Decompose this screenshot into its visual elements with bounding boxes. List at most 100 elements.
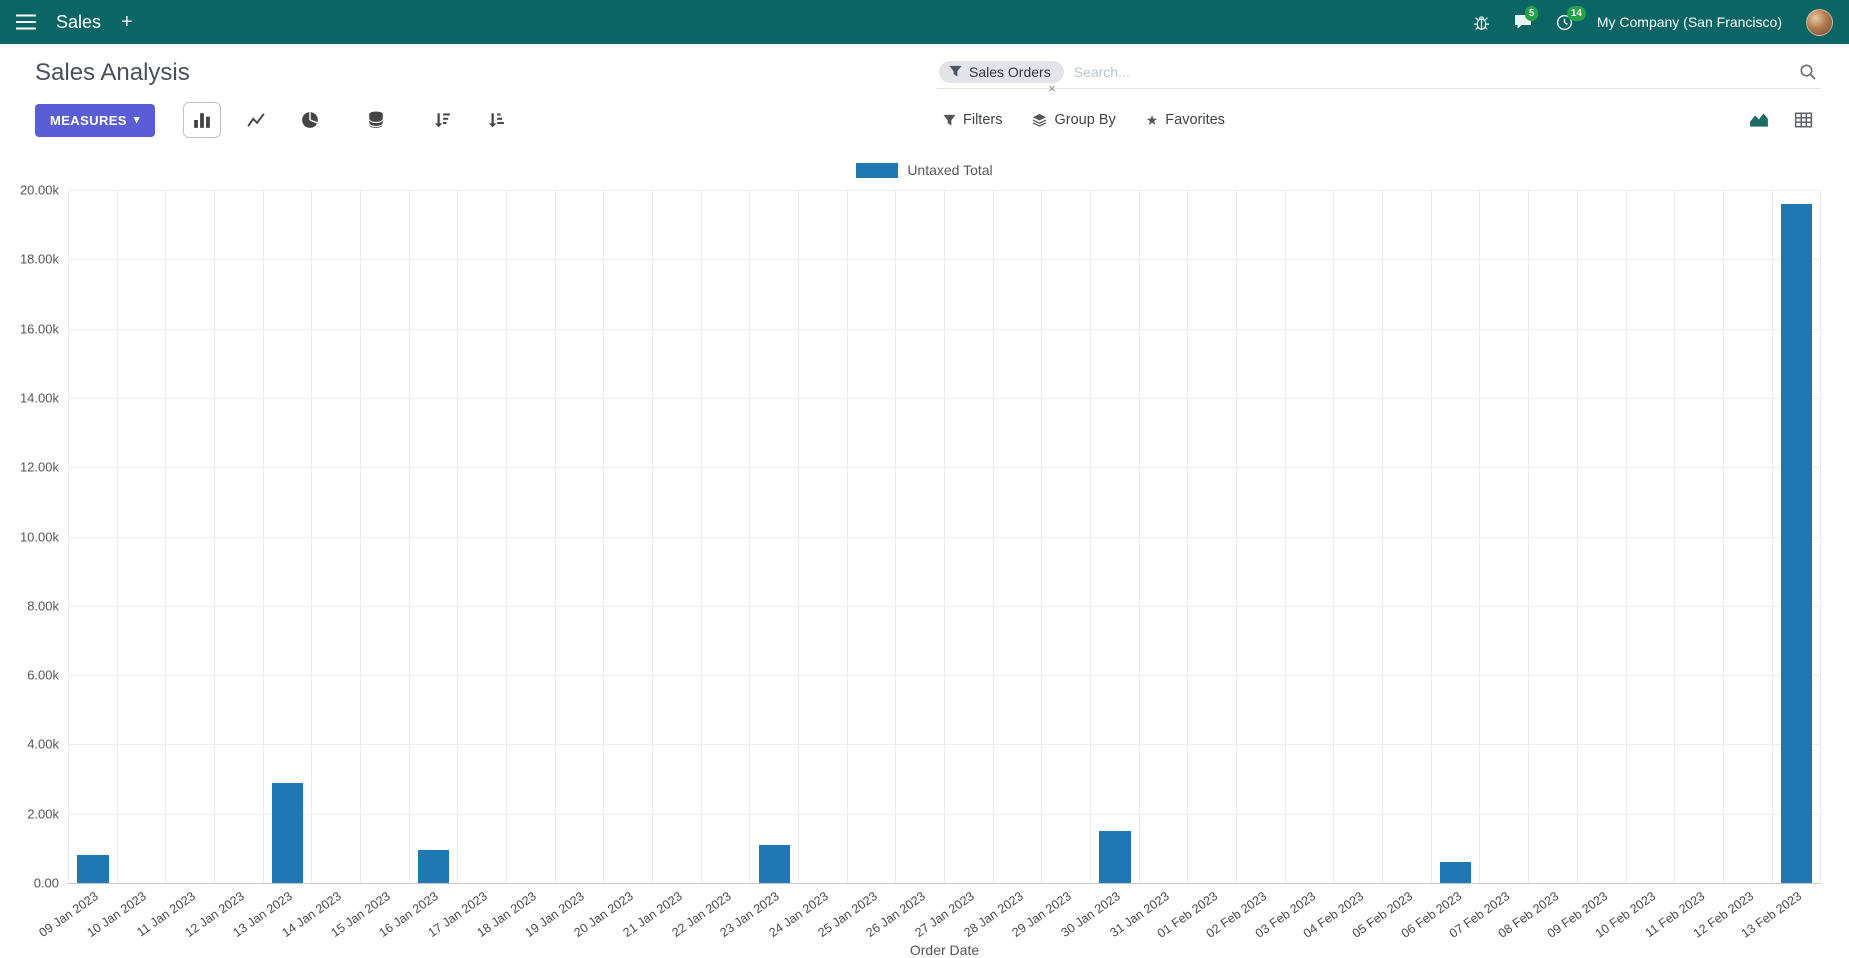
- activities-badge: 14: [1566, 5, 1586, 21]
- filters-button[interactable]: Filters: [943, 112, 1002, 128]
- category-cell: [1771, 190, 1821, 883]
- area-chart-icon: [1750, 113, 1768, 127]
- category-cell: [1625, 190, 1675, 883]
- activities-clock-icon[interactable]: 14: [1556, 5, 1586, 31]
- graph-view-button[interactable]: [1741, 103, 1777, 137]
- avatar[interactable]: [1806, 8, 1833, 36]
- bar[interactable]: [1439, 862, 1472, 883]
- pie-chart-button[interactable]: [291, 102, 329, 138]
- category-cell: [700, 190, 750, 883]
- category-cell: [1528, 190, 1577, 883]
- category-cell: [1187, 190, 1236, 883]
- category-cell: [262, 190, 312, 883]
- plot-area: 09 Jan 2023 10 Jan 2023 11 Jan 2023 12 Jan …: [20, 183, 1821, 941]
- search-input[interactable]: [1073, 63, 1789, 80]
- measures-button[interactable]: MEASURES ▾: [35, 103, 155, 137]
- y-tick-label: 20.00k: [19, 182, 59, 198]
- control-panel: Sales Analysis Sales Orders × MEASURES ▾: [0, 44, 1849, 148]
- category-cell: [165, 190, 214, 883]
- group-by-button[interactable]: Group By: [1032, 112, 1116, 128]
- category-cell: [1430, 190, 1480, 883]
- search-icon[interactable]: [1799, 63, 1817, 81]
- chevron-down-icon: ▾: [133, 113, 140, 126]
- category-cell: [214, 190, 263, 883]
- star-icon: ★: [1145, 112, 1159, 128]
- bar[interactable]: [758, 844, 790, 883]
- filter-icon: [949, 65, 962, 78]
- company-menu[interactable]: My Company (San Francisco): [1596, 14, 1782, 30]
- bug-icon[interactable]: [1473, 14, 1490, 31]
- category-cell: [652, 190, 701, 883]
- category-cell: [603, 190, 652, 883]
- search-facet[interactable]: Sales Orders ×: [939, 60, 1064, 95]
- filter-icon: [943, 114, 956, 127]
- close-icon[interactable]: ×: [1048, 80, 1056, 96]
- category-cell: [1041, 190, 1090, 883]
- hamburger-menu-icon[interactable]: [16, 14, 36, 30]
- bar[interactable]: [417, 850, 450, 883]
- search-options: Filters Group By ★ Favorites: [943, 112, 1225, 128]
- category-cell: [1090, 190, 1139, 883]
- categories-layer: [68, 190, 1821, 883]
- navbar: Sales + 5 14 My Company (San Francisco): [0, 0, 1849, 44]
- category-cell: [116, 190, 166, 883]
- category-cell: [944, 190, 993, 883]
- bar[interactable]: [1780, 203, 1813, 883]
- bar[interactable]: [77, 855, 109, 883]
- y-tick-label: 18.00k: [19, 251, 59, 267]
- plus-icon[interactable]: +: [121, 11, 133, 33]
- bar-chart-icon: [193, 113, 210, 128]
- chart-legend[interactable]: Untaxed Total: [0, 160, 1849, 180]
- category-cell: [68, 190, 117, 883]
- search-bar: Sales Orders ×: [937, 57, 1821, 95]
- pie-chart-icon: [301, 112, 318, 128]
- view-switcher: [1741, 103, 1821, 137]
- y-tick-label: 16.00k: [19, 321, 59, 337]
- bar-chart-button[interactable]: [182, 102, 221, 138]
- category-cell: [1722, 190, 1772, 883]
- category-cell: [506, 190, 555, 883]
- sort-ascending-button[interactable]: [477, 102, 515, 138]
- category-cell: [846, 190, 896, 883]
- stacked-toggle-button[interactable]: [357, 102, 395, 138]
- pivot-view-button[interactable]: [1785, 103, 1821, 137]
- legend-swatch: [856, 162, 899, 178]
- y-tick-label: 14.00k: [19, 390, 59, 406]
- line-chart-icon: [247, 113, 265, 127]
- category-cell: [1674, 190, 1723, 883]
- category-cell: [554, 190, 604, 883]
- legend-label: Untaxed Total: [907, 162, 993, 178]
- y-tick-label: 2.00k: [27, 806, 59, 822]
- sort-descending-button[interactable]: [423, 102, 461, 138]
- bar[interactable]: [271, 782, 304, 883]
- category-cell: [798, 190, 847, 883]
- sort-ascending-icon: [488, 113, 504, 128]
- messages-badge: 5: [1524, 6, 1539, 21]
- line-chart-button[interactable]: [237, 102, 275, 138]
- bar[interactable]: [1099, 831, 1131, 883]
- category-cell: [1138, 190, 1188, 883]
- category-cell: [1479, 190, 1528, 883]
- page-title: Sales Analysis: [35, 59, 190, 86]
- category-cell: [1333, 190, 1382, 883]
- app-menu-sales[interactable]: Sales: [56, 11, 102, 32]
- messages-icon[interactable]: 5: [1514, 6, 1539, 30]
- chart-section: Untaxed Total 09 Jan 2023 10 Jan 2023 11 J…: [0, 148, 1849, 958]
- y-tick-label: 8.00k: [27, 598, 59, 614]
- sort-descending-icon: [434, 113, 450, 128]
- favorites-button[interactable]: ★ Favorites: [1145, 112, 1225, 128]
- stacked-icon: [368, 111, 384, 128]
- category-cell: [895, 190, 944, 883]
- x-axis-title: Order Date: [909, 942, 980, 958]
- y-tick-label: 12.00k: [19, 459, 59, 475]
- y-tick-label: 0.00: [33, 875, 59, 891]
- category-cell: [1382, 190, 1431, 883]
- category-cell: [408, 190, 458, 883]
- category-cell: [311, 190, 360, 883]
- layers-icon: [1032, 113, 1047, 127]
- category-cell: [1236, 190, 1285, 883]
- category-cell: [749, 190, 798, 883]
- search-facet-label: Sales Orders: [969, 63, 1051, 80]
- category-cell: [992, 190, 1042, 883]
- y-tick-label: 10.00k: [19, 529, 59, 544]
